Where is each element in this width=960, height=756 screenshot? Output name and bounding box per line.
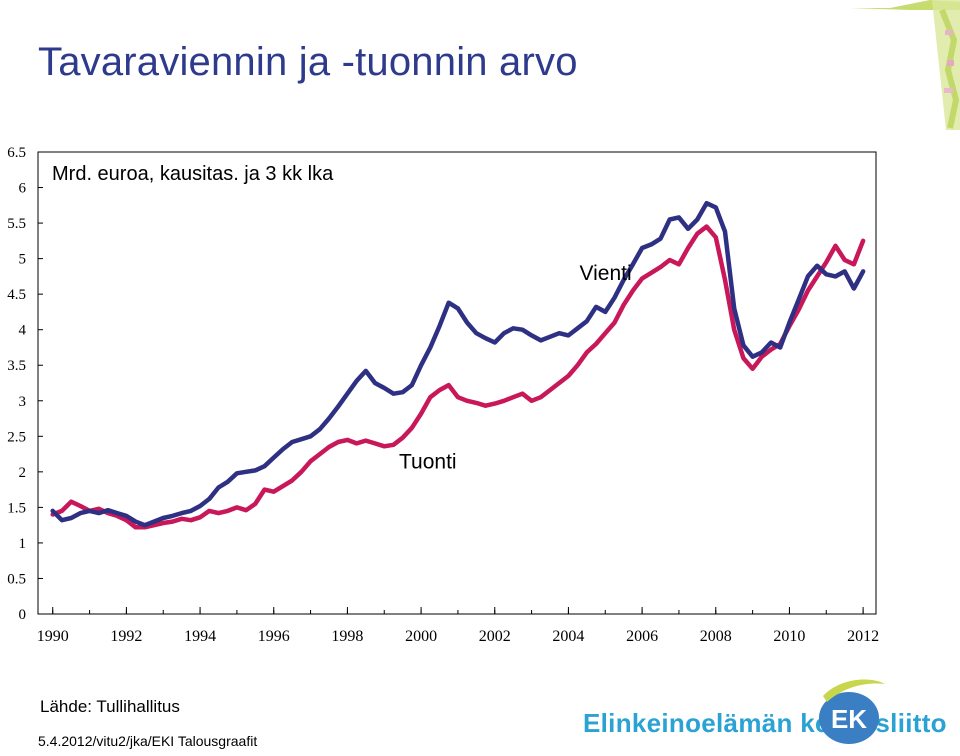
y-tick-label: 6.5 <box>7 145 26 161</box>
y-tick-label: 2 <box>19 465 27 481</box>
x-tick-label: 2010 <box>773 628 805 645</box>
series-labels: Vienti Tuonti <box>399 262 632 473</box>
y-tick-label: 1.5 <box>7 500 26 516</box>
y-tick-label: 1 <box>19 536 27 552</box>
x-tick-label: 2002 <box>479 628 511 645</box>
brand-name: Elinkeinoelämän keskusliitto <box>583 708 947 738</box>
y-tick-label: 0.5 <box>7 571 26 587</box>
ek-logo-text: EK <box>831 704 867 734</box>
x-tick-label: 1994 <box>184 628 216 645</box>
y-tick-label: 6 <box>19 181 27 197</box>
tick-labels: 0 0.5 1 1.5 2 2.5 3 3.5 4 4.5 5 5.5 6 6.5 1990 1992 1994… <box>7 145 879 645</box>
line-chart: 0 0.5 1 1.5 2 2.5 3 3.5 4 4.5 5 5.5 6 6.5 1990 1992 1994… <box>7 145 879 645</box>
x-tick-label: 1998 <box>331 628 363 645</box>
axes <box>37 151 877 615</box>
y-tick-label: 4.5 <box>7 287 26 303</box>
series-label-tuonti: Tuonti <box>399 450 457 473</box>
chart-subtitle: Mrd. euroa, kausitas. ja 3 kk lka <box>52 163 334 185</box>
series-line-tuonti <box>50 224 866 530</box>
corner-decoration <box>850 0 960 130</box>
x-tick-label: 1990 <box>37 628 69 645</box>
y-tick-label: 4 <box>19 323 27 339</box>
y-tick-label: 2.5 <box>7 429 26 445</box>
plot-frame <box>37 151 877 615</box>
source-note: Lähde: Tullihallitus <box>40 697 180 716</box>
y-tick-label: 5 <box>19 252 27 268</box>
x-tick-label: 2012 <box>847 628 879 645</box>
x-tick-label: 1992 <box>110 628 142 645</box>
y-tick-label: 5.5 <box>7 216 26 232</box>
y-tick-label: 3.5 <box>7 358 26 374</box>
y-tick-label: 0 <box>19 607 27 623</box>
x-tick-label: 2004 <box>552 628 584 645</box>
ek-logo: EK <box>815 676 887 746</box>
date-footnote: 5.4.2012/vitu2/jka/EKI Talousgraafit <box>38 733 258 749</box>
x-tick-label: 2006 <box>626 628 658 645</box>
x-tick-label: 2000 <box>405 628 437 645</box>
series-label-vienti: Vienti <box>579 262 631 285</box>
y-tick-label: 3 <box>19 394 27 410</box>
series-line-vienti <box>50 200 866 528</box>
x-tick-label: 2008 <box>700 628 732 645</box>
series-lines <box>50 200 866 530</box>
x-tick-label: 1996 <box>258 628 290 645</box>
chart-title: Tavaraviennin ja -tuonnin arvo <box>38 40 578 84</box>
